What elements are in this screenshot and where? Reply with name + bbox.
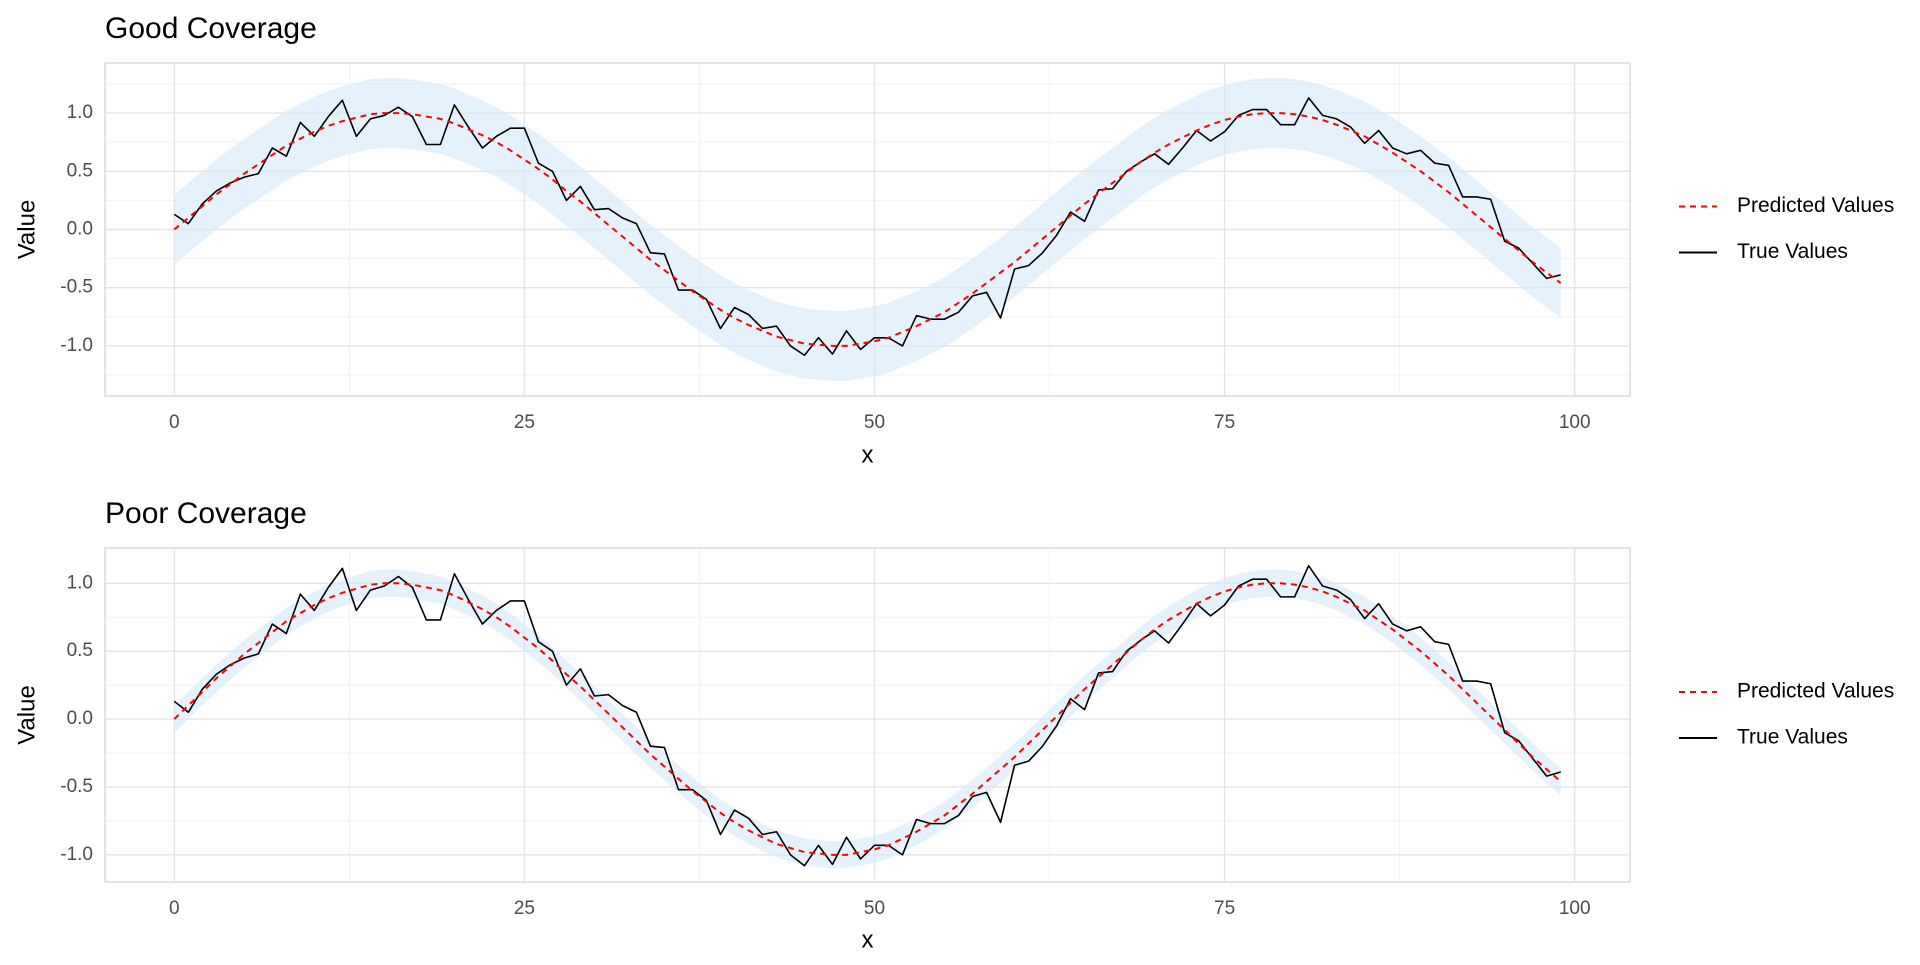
x-tick-label: 50 bbox=[864, 898, 885, 919]
chart-title: Good Coverage bbox=[105, 12, 317, 45]
x-tick-label: 50 bbox=[864, 412, 885, 433]
confidence-band bbox=[174, 569, 1561, 869]
x-tick-label: 25 bbox=[514, 412, 535, 433]
y-tick-label: 0.5 bbox=[67, 160, 93, 181]
y-tick-label: -1.0 bbox=[60, 335, 93, 356]
y-tick-label: -1.0 bbox=[60, 844, 93, 865]
x-tick-label: 0 bbox=[169, 412, 180, 433]
legend-label: Predicted Values bbox=[1737, 680, 1894, 703]
x-tick-label: 75 bbox=[1214, 898, 1235, 919]
x-axis-title: x bbox=[862, 926, 874, 953]
y-tick-label: -0.5 bbox=[60, 277, 93, 298]
legend-label: True Values bbox=[1737, 726, 1848, 749]
x-tick-label: 100 bbox=[1559, 412, 1591, 433]
y-axis-title: Value bbox=[13, 685, 40, 745]
y-tick-label: 0.5 bbox=[67, 640, 93, 661]
y-tick-label: 1.0 bbox=[67, 572, 93, 593]
x-tick-label: 75 bbox=[1214, 412, 1235, 433]
x-tick-label: 100 bbox=[1559, 898, 1591, 919]
y-tick-label: 0.0 bbox=[67, 708, 93, 729]
x-tick-label: 0 bbox=[169, 898, 180, 919]
legend-label: True Values bbox=[1737, 240, 1848, 263]
series-line bbox=[173, 112, 1562, 347]
panel-border bbox=[104, 62, 1631, 397]
confidence-band bbox=[174, 78, 1561, 381]
series-line bbox=[173, 582, 1562, 856]
y-tick-label: 0.0 bbox=[67, 219, 93, 240]
legend-label: Predicted Values bbox=[1737, 194, 1894, 217]
series-line bbox=[173, 97, 1561, 357]
series-line bbox=[173, 564, 1561, 867]
chart-title: Poor Coverage bbox=[105, 497, 307, 530]
y-tick-label: -0.5 bbox=[60, 776, 93, 797]
y-axis-title: Value bbox=[13, 200, 40, 260]
x-axis-title: x bbox=[862, 441, 874, 468]
panel-border bbox=[104, 547, 1631, 883]
x-tick-label: 25 bbox=[514, 898, 535, 919]
y-tick-label: 1.0 bbox=[67, 102, 93, 123]
